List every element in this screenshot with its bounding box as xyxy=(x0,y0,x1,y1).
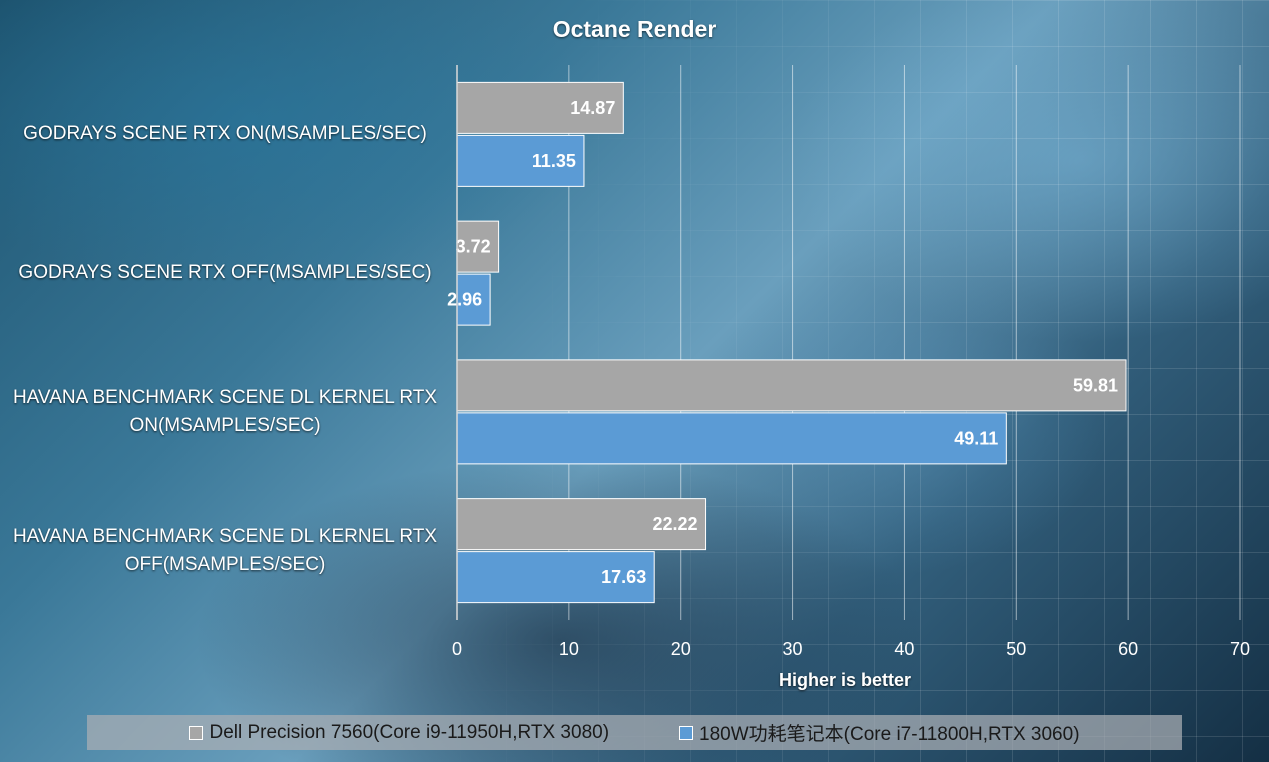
x-tick-label-4: 40 xyxy=(894,639,914,659)
legend: Dell Precision 7560(Core i9-11950H,RTX 3… xyxy=(87,715,1182,750)
bar-series-1-cat-3 xyxy=(456,551,655,604)
data-label-series-0-cat-1: 3.72 xyxy=(456,237,491,257)
data-label-series-1-cat-3: 17.63 xyxy=(601,567,646,587)
bar-series-0-cat-0 xyxy=(456,81,624,134)
data-label-series-1-cat-0: 11.35 xyxy=(532,151,576,171)
category-label-3: HAVANA BENCHMARK SCENE DL KERNEL RTX OFF(… xyxy=(0,523,450,579)
legend-item-series-0: Dell Precision 7560(Core i9-11950H,RTX 3… xyxy=(189,722,609,744)
data-label-series-0-cat-2: 59.81 xyxy=(1073,375,1118,395)
legend-label-series-0: Dell Precision 7560(Core i9-11950H,RTX 3… xyxy=(209,721,610,743)
bar-series-0-cat-2 xyxy=(456,359,1127,412)
data-label-series-0-cat-0: 14.87 xyxy=(570,98,615,118)
legend-swatch-series-0 xyxy=(189,725,204,740)
category-label-0-line-0: GODRAYS SCENE RTX ON(MSAMPLES/SEC) xyxy=(23,123,427,145)
category-label-2: HAVANA BENCHMARK SCENE DL KERNEL RTX ON(M… xyxy=(0,384,450,440)
x-tick-label-5: 50 xyxy=(1006,639,1026,659)
x-tick-label-2: 20 xyxy=(671,639,691,659)
x-tick-label-0: 0 xyxy=(452,639,462,659)
data-label-series-0-cat-3: 22.22 xyxy=(652,514,697,534)
legend-item-series-1: 180W功耗笔记本(Core i7-11800H,RTX 3060) xyxy=(679,719,1080,746)
category-label-2-line-1: ON(MSAMPLES/SEC) xyxy=(129,414,321,436)
x-tick-label-3: 30 xyxy=(783,639,803,659)
x-axis-label: Higher is better xyxy=(778,670,912,690)
legend-swatch-series-1 xyxy=(679,725,694,740)
x-tick-label-6: 60 xyxy=(1118,639,1138,659)
legend-label-series-1: 180W功耗笔记本(Core i7-11800H,RTX 3060) xyxy=(699,724,1080,745)
x-tick-label-1: 10 xyxy=(559,639,579,659)
x-tick-label-7: 70 xyxy=(1230,639,1250,659)
bar-series-1-cat-2 xyxy=(456,412,1007,465)
data-label-series-1-cat-2: 49.11 xyxy=(954,428,998,448)
category-label-1: GODRAYS SCENE RTX OFF(MSAMPLES/SEC) xyxy=(0,259,450,287)
category-label-0: GODRAYS SCENE RTX ON(MSAMPLES/SEC) xyxy=(0,120,450,148)
category-label-3-line-1: OFF(MSAMPLES/SEC) xyxy=(124,553,326,575)
chart-title: Octane Render xyxy=(552,16,717,42)
category-label-1-line-0: GODRAYS SCENE RTX OFF(MSAMPLES/SEC) xyxy=(18,262,432,284)
category-label-3-line-0: HAVANA BENCHMARK SCENE DL KERNEL RTX xyxy=(12,525,438,547)
data-label-series-1-cat-1: 2.96 xyxy=(447,290,482,310)
category-label-2-line-0: HAVANA BENCHMARK SCENE DL KERNEL RTX xyxy=(12,386,438,408)
